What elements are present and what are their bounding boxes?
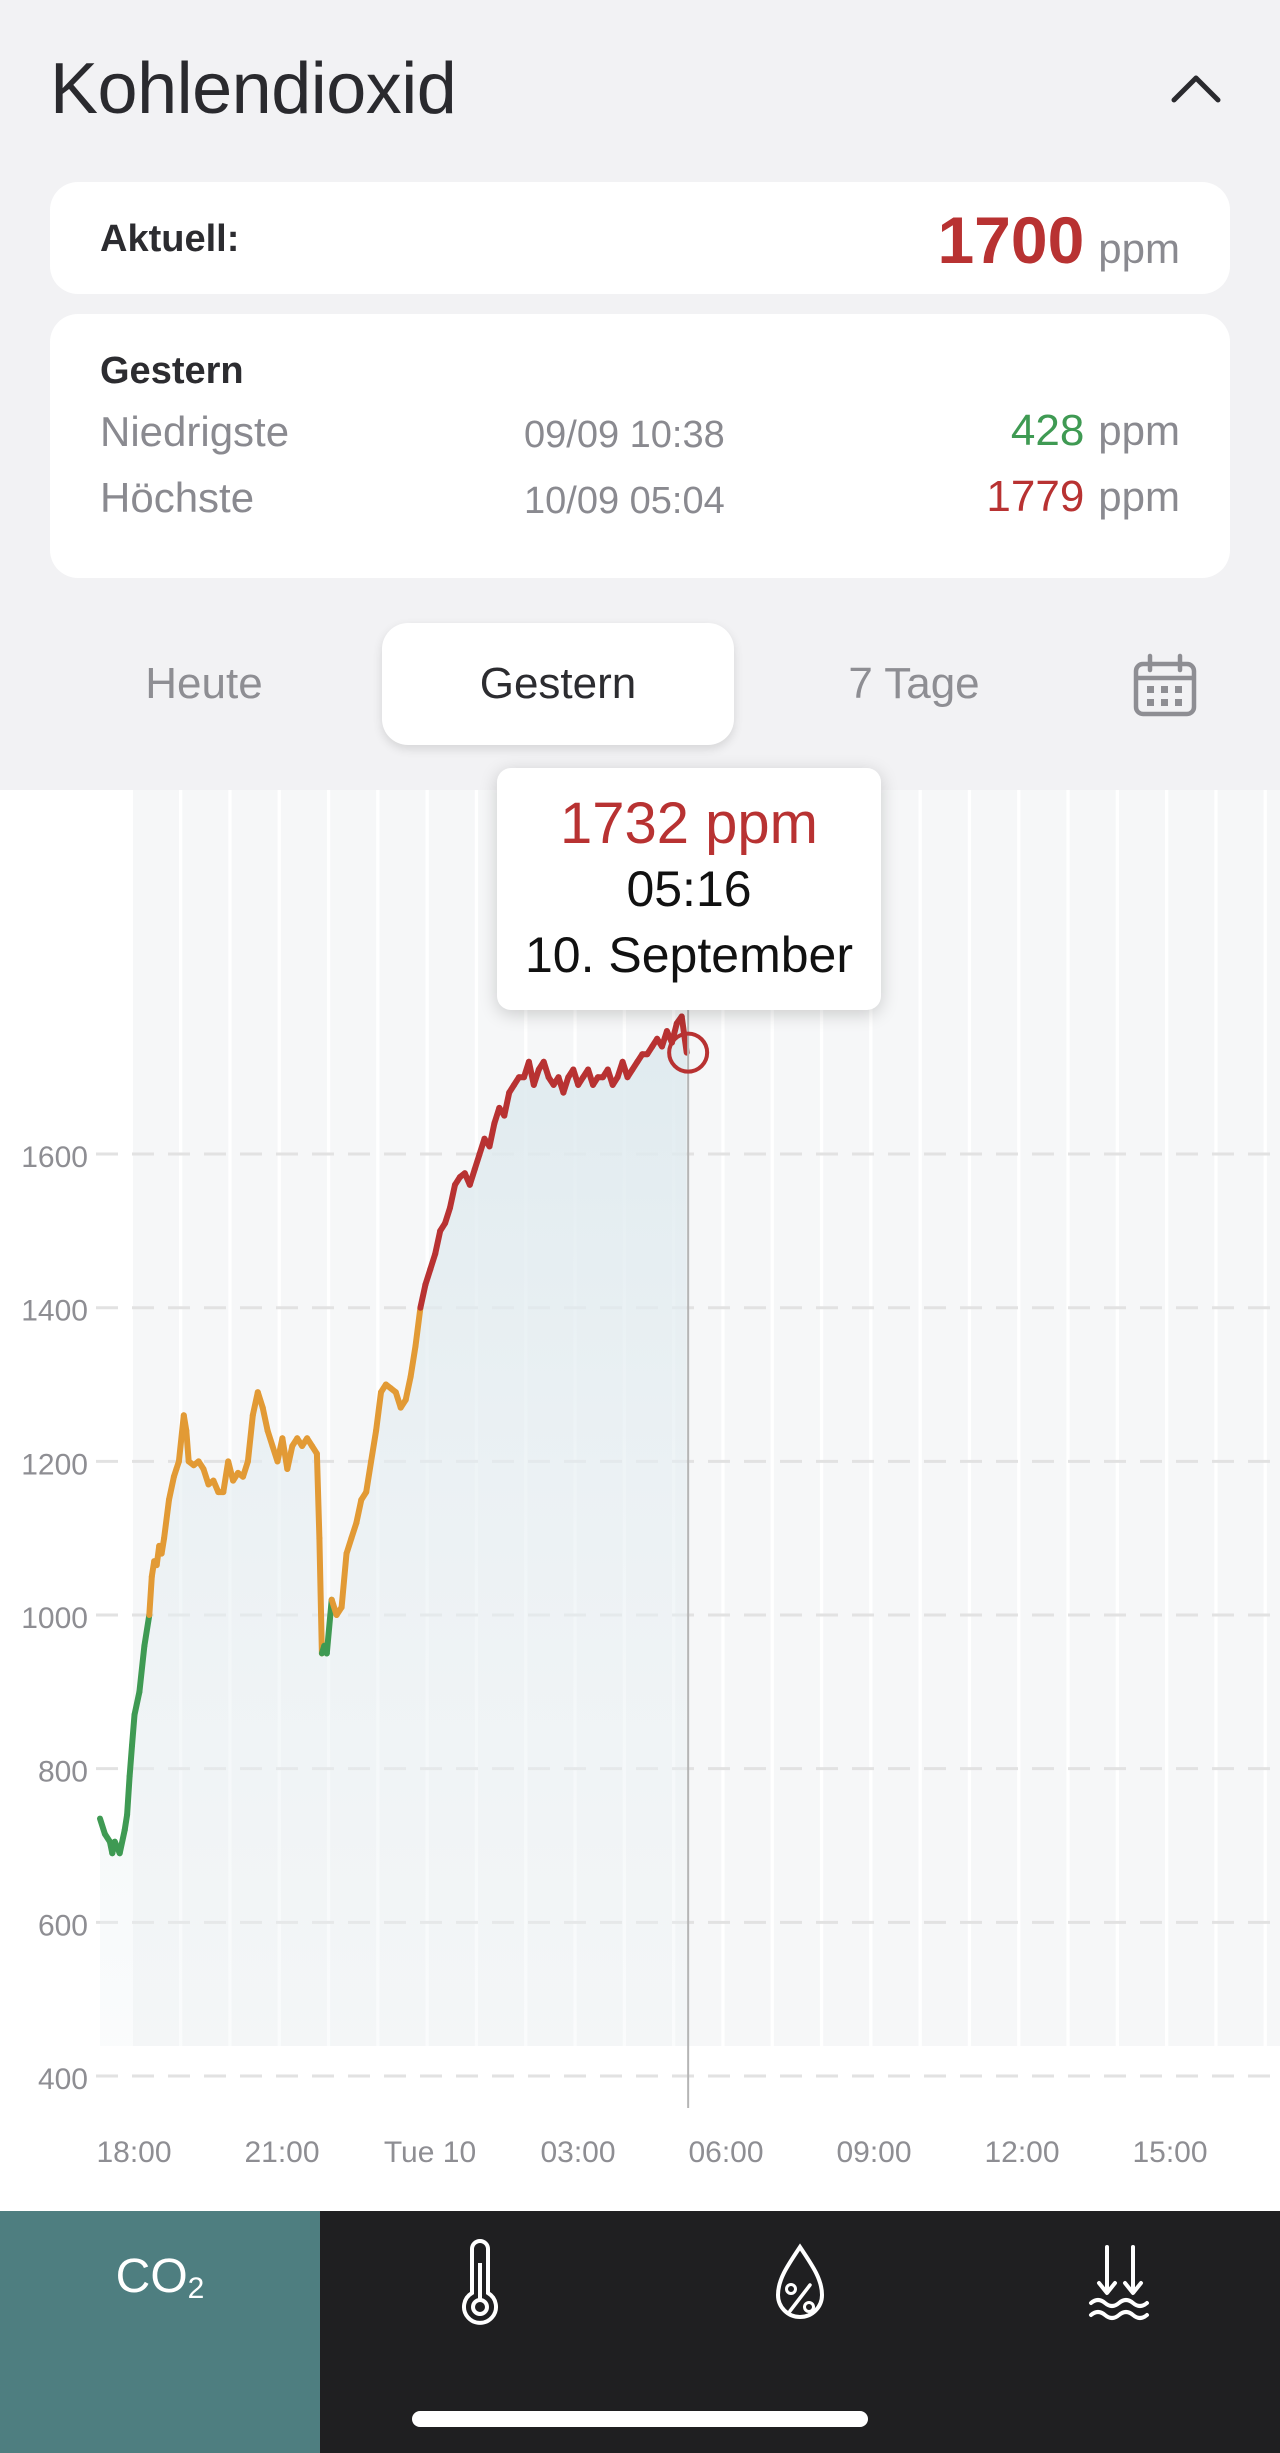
co2-line-segment bbox=[259, 1404, 271, 1434]
thermometer-icon bbox=[462, 2239, 498, 2325]
co2-line-segment bbox=[161, 1496, 172, 1542]
co2-line-segment bbox=[447, 1181, 458, 1211]
x-tick-label: Tue 10 bbox=[384, 2136, 476, 2169]
x-tick-label: 03:00 bbox=[540, 2136, 615, 2169]
co2-line-segment bbox=[116, 1827, 128, 1857]
tooltip-date: 10. September bbox=[525, 927, 853, 983]
yesterday-title: Gestern bbox=[100, 350, 244, 392]
x-tick-label: 06:00 bbox=[688, 2136, 763, 2169]
current-label: Aktuell: bbox=[100, 218, 240, 260]
current-value-card: Aktuell: 1700 ppm bbox=[50, 182, 1230, 294]
highest-time: 10/09 05:04 bbox=[524, 480, 725, 522]
lowest-label: Niedrigste bbox=[100, 408, 290, 455]
co2-line-segment bbox=[244, 1412, 256, 1465]
yesterday-summary-card: Gestern Niedrigste 09/09 10:38 428 ppm H… bbox=[50, 314, 1230, 578]
co2-line-segment bbox=[338, 1550, 350, 1611]
co2-chart[interactable]: 400 600 800 1000 1200 1400 1600 18:00 21:00 Tue … bbox=[0, 790, 1280, 2211]
chart-band bbox=[1266, 790, 1280, 2046]
collapse-button[interactable] bbox=[1160, 58, 1232, 118]
y-tick-label: 1200 bbox=[21, 1448, 88, 1481]
co2-line-segment bbox=[412, 1304, 424, 1350]
co2-line-segment bbox=[402, 1373, 414, 1403]
y-tick-label: 1600 bbox=[21, 1141, 88, 1174]
co2-line-segment bbox=[166, 1473, 177, 1503]
chevron-up-icon bbox=[1171, 75, 1221, 103]
tab-gestern[interactable]: Gestern bbox=[382, 623, 734, 745]
co2-line-segment bbox=[353, 1496, 365, 1526]
nav-pressure[interactable] bbox=[960, 2211, 1280, 2453]
co2-line-segment bbox=[124, 1773, 133, 1818]
y-tick-label: 1400 bbox=[21, 1295, 88, 1328]
x-tick-label: 21:00 bbox=[244, 2136, 319, 2169]
chart-band bbox=[1168, 790, 1215, 2046]
lowest-time: 09/09 10:38 bbox=[524, 414, 725, 456]
chart-band bbox=[1119, 790, 1165, 2046]
highest-unit: ppm bbox=[1098, 473, 1180, 520]
co2-line-segment bbox=[432, 1227, 444, 1257]
tooltip-value: 1732 ppm bbox=[560, 791, 818, 856]
x-tick-label: 09:00 bbox=[836, 2136, 911, 2169]
co2-line-segment bbox=[284, 1443, 296, 1472]
co2-line-segment bbox=[183, 1427, 192, 1465]
chart-band bbox=[1020, 790, 1067, 2046]
home-indicator bbox=[412, 2411, 868, 2427]
co2-line-segment bbox=[146, 1573, 155, 1618]
highest-value: 1779 bbox=[986, 472, 1085, 521]
co2-line-segment bbox=[323, 1596, 335, 1657]
highest-label: Höchste bbox=[100, 474, 255, 521]
co2-line-segment bbox=[131, 1688, 143, 1718]
tooltip-time: 05:16 bbox=[626, 861, 752, 917]
co2-line-segment bbox=[368, 1427, 380, 1465]
chart-band bbox=[1217, 790, 1264, 2046]
co2-line-segment bbox=[417, 1281, 429, 1311]
calendar-icon bbox=[1133, 653, 1197, 717]
co2-line-segment bbox=[486, 1120, 498, 1150]
co2-label: CO2 bbox=[115, 2250, 205, 2305]
calendar-button[interactable] bbox=[1128, 652, 1202, 720]
x-tick-label: 18:00 bbox=[96, 2136, 171, 2169]
co2-line-segment bbox=[316, 1535, 325, 1657]
chart-selected-point[interactable] bbox=[667, 1031, 710, 1074]
chart-band bbox=[971, 790, 1018, 2046]
current-value: 1700 bbox=[937, 203, 1085, 277]
nav-co2[interactable]: CO2 bbox=[0, 2211, 320, 2453]
nav-humidity[interactable] bbox=[640, 2211, 960, 2453]
x-tick-label: 12:00 bbox=[984, 2136, 1059, 2169]
page-title: Kohlendioxid bbox=[50, 49, 457, 129]
co2-line-segment bbox=[136, 1642, 148, 1695]
co2-line-segment bbox=[126, 1742, 135, 1780]
chart-tooltip: 1732 ppm 05:16 10. September bbox=[497, 768, 881, 1010]
co2-line-segment bbox=[501, 1089, 513, 1119]
y-tick-label: 1000 bbox=[21, 1602, 88, 1635]
co2-line-segment bbox=[313, 1450, 323, 1542]
tab-7-tage[interactable]: 7 Tage bbox=[848, 659, 980, 708]
current-unit: ppm bbox=[1098, 225, 1180, 272]
co2-line-segment bbox=[373, 1389, 384, 1434]
lowest-value: 428 bbox=[1010, 406, 1085, 455]
chart-band bbox=[921, 790, 968, 2046]
x-tick-label: 15:00 bbox=[1132, 2136, 1207, 2169]
co2-line-segment bbox=[407, 1343, 419, 1380]
co2-line-segment bbox=[141, 1612, 153, 1649]
co2-line-segment bbox=[129, 1711, 138, 1749]
y-tick-label: 400 bbox=[38, 2063, 88, 2096]
humidity-drop-icon bbox=[775, 2243, 825, 2319]
nav-temperature[interactable] bbox=[320, 2211, 640, 2453]
y-tick-label: 800 bbox=[38, 1756, 88, 1789]
chart-band bbox=[1069, 790, 1116, 2046]
pressure-icon bbox=[1089, 2245, 1149, 2320]
lowest-unit: ppm bbox=[1098, 407, 1180, 454]
tab-heute[interactable]: Heute bbox=[145, 659, 263, 708]
chart-area-fill bbox=[100, 1016, 687, 2046]
co2-line-segment bbox=[363, 1458, 375, 1496]
y-tick-label: 600 bbox=[38, 1909, 88, 1942]
